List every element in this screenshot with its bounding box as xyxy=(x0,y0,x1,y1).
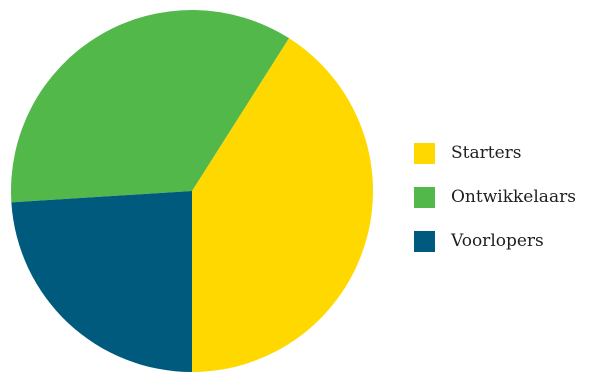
legend-item-starters: Starters xyxy=(414,142,600,164)
pie-slice-starters xyxy=(192,38,373,372)
pie-slice-ontwikkelaars xyxy=(10,10,289,203)
chart-legend: Starters Ontwikkelaars Voorlopers xyxy=(414,142,600,274)
legend-swatch-voorlopers xyxy=(414,230,435,252)
legend-item-voorlopers: Voorlopers xyxy=(414,230,600,252)
legend-swatch-starters xyxy=(414,142,435,164)
legend-label-starters: Starters xyxy=(451,143,522,163)
legend-label-ontwikkelaars: Ontwikkelaars xyxy=(451,187,576,207)
legend-item-ontwikkelaars: Ontwikkelaars xyxy=(414,186,600,208)
pie-slices xyxy=(10,10,373,373)
legend-swatch-ontwikkelaars xyxy=(414,186,435,208)
legend-label-voorlopers: Voorlopers xyxy=(451,231,544,251)
pie-slice-voorlopers xyxy=(11,191,193,373)
